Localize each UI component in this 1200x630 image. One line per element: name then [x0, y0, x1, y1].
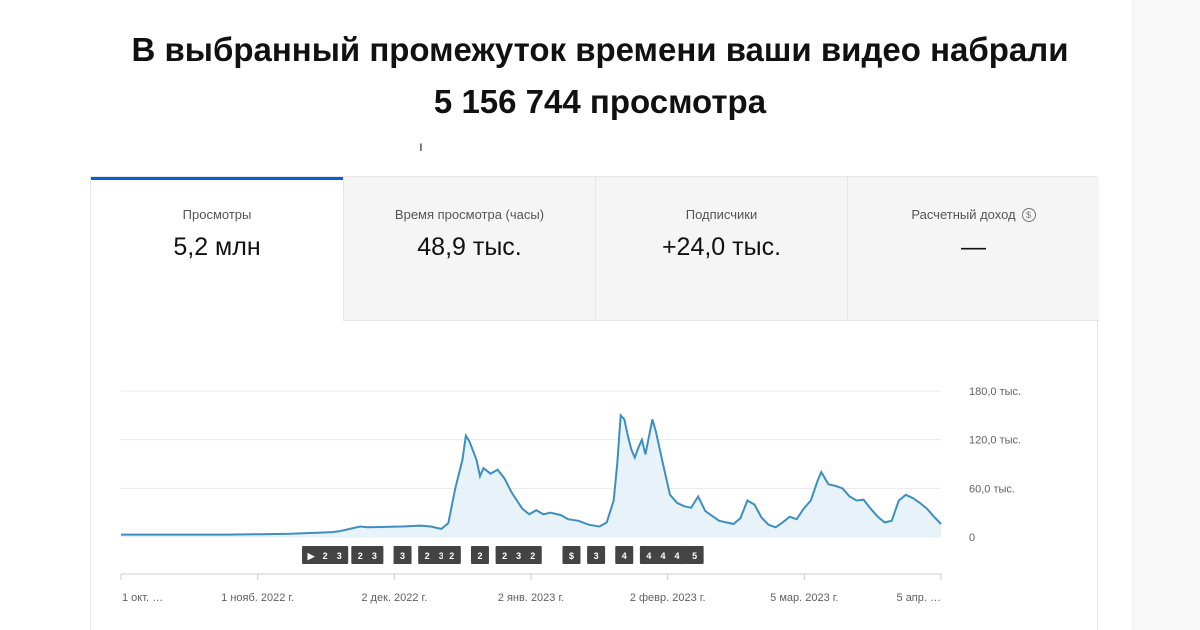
y-tick-label: 120,0 тыс.	[969, 435, 1021, 447]
video-marker[interactable]: 2	[442, 546, 461, 564]
tab-watch-time-value: 48,9 тыс.	[417, 233, 522, 261]
tab-views[interactable]: Просмотры 5,2 млн	[91, 177, 343, 321]
tab-revenue-label-wrap: Расчетный доход $	[848, 207, 1099, 222]
video-marker-box	[685, 546, 704, 564]
video-marker-box	[639, 546, 658, 564]
views-area-fill	[121, 415, 941, 537]
views-chart[interactable]: 180,0 тыс.120,0 тыс.60,0 тыс.0 ▶ 2 3 2 3 3 2 3 2…	[91, 177, 1099, 630]
video-marker[interactable]: 4	[668, 546, 687, 564]
x-tick-label: 1 нояб. 2022 г.	[221, 592, 294, 604]
tab-watch-time[interactable]: Время просмотра (часы) 48,9 тыс.	[343, 177, 595, 321]
video-marker[interactable]: 4	[615, 546, 634, 564]
video-marker-box	[523, 546, 542, 564]
x-tick-label: 2 февр. 2023 г.	[630, 592, 706, 604]
video-marker[interactable]: $	[562, 546, 581, 564]
video-marker-count: 2	[502, 551, 507, 561]
video-marker-count: 2	[530, 551, 535, 561]
video-marker[interactable]: 4	[653, 546, 672, 564]
video-marker-box	[316, 546, 335, 564]
video-marker[interactable]: 3	[365, 546, 384, 564]
video-marker-count: 3	[400, 551, 405, 561]
x-tick-label: 5 мар. 2023 г.	[770, 592, 838, 604]
video-marker-count: 2	[449, 551, 454, 561]
dollar-info-icon[interactable]: $	[1021, 208, 1036, 222]
video-markers: ▶ 2 3 2 3 3 2 3 2 2 2 3 2 $3 4 4 4 4 5	[302, 546, 704, 564]
x-tick-label: 1 окт. …	[122, 592, 163, 604]
video-marker-box	[587, 546, 606, 564]
video-marker-count: $	[569, 551, 574, 561]
video-marker[interactable]: ▶	[302, 546, 321, 564]
video-marker-count: 4	[622, 551, 627, 561]
video-marker-count: 2	[425, 551, 430, 561]
tab-subscribers-label: Подписчики	[685, 207, 758, 222]
analytics-card: Просмотры 5,2 млн Время просмотра (часы)…	[90, 176, 1099, 630]
video-marker[interactable]: 3	[330, 546, 349, 564]
video-marker-box	[351, 546, 370, 564]
video-marker[interactable]: 2	[418, 546, 437, 564]
video-marker[interactable]: 3	[509, 546, 528, 564]
x-axis: 1 окт. … 1 нояб. 2022 г. 2 дек. 2022 г. 2 я…	[120, 573, 942, 604]
video-marker[interactable]: 2	[470, 546, 489, 564]
video-marker[interactable]: 2	[523, 546, 542, 564]
y-tick-label: 0	[969, 532, 975, 544]
video-marker-count: 2	[323, 551, 328, 561]
x-tick-label: 2 дек. 2022 г.	[361, 592, 427, 604]
tab-subscribers[interactable]: Подписчики +24,0 тыс.	[595, 177, 847, 321]
video-marker-box	[562, 546, 581, 564]
video-marker-count: 5	[692, 551, 697, 561]
video-marker-box	[470, 546, 489, 564]
tab-subscribers-value: +24,0 тыс.	[661, 233, 782, 261]
video-marker-count: 4	[675, 551, 680, 561]
video-marker-box	[302, 546, 321, 564]
video-marker-count: 4	[646, 551, 651, 561]
video-marker-box	[668, 546, 687, 564]
video-marker-count: ▶	[307, 551, 316, 561]
video-marker[interactable]: 2	[495, 546, 514, 564]
x-tick-label: 2 янв. 2023 г.	[498, 592, 564, 604]
video-marker-count: 3	[337, 551, 342, 561]
video-marker-box	[615, 546, 634, 564]
y-axis-ticks: 180,0 тыс. 120,0 тыс. 60,0 тыс. 0	[969, 386, 1021, 544]
tab-revenue-label: Расчетный доход	[911, 207, 1016, 222]
video-marker-count: 3	[594, 551, 599, 561]
tab-views-label: Просмотры	[182, 207, 252, 222]
video-marker-box	[365, 546, 384, 564]
video-marker[interactable]: 2	[316, 546, 335, 564]
y-tick-label: 60,0 тыс.	[969, 483, 1015, 495]
video-marker-count: 3	[372, 551, 377, 561]
video-marker-count: 2	[477, 551, 482, 561]
headline-line-1: В выбранный промежуток времени ваши виде…	[131, 31, 1069, 68]
tab-revenue-value: —	[961, 233, 986, 261]
video-marker-box	[442, 546, 461, 564]
headline-total-views: 5 156 744 просмотра	[433, 83, 767, 120]
video-marker[interactable]: 5	[685, 546, 704, 564]
video-marker-box	[653, 546, 672, 564]
video-marker-count: 3	[516, 551, 521, 561]
video-marker-count: 3	[439, 551, 444, 561]
video-marker-box	[418, 546, 437, 564]
x-tick-label: 5 апр. …	[897, 592, 941, 604]
video-marker-box	[393, 546, 412, 564]
scroll-gutter	[1132, 0, 1200, 630]
video-marker-count: 4	[660, 551, 665, 561]
y-tick-label: 180,0 тыс.	[969, 386, 1021, 398]
video-marker-box	[509, 546, 528, 564]
page-headline: В выбранный промежуток времени ваши виде…	[60, 24, 1140, 128]
video-marker[interactable]: 2	[351, 546, 370, 564]
tab-views-value: 5,2 млн	[173, 233, 261, 261]
video-marker-box	[495, 546, 514, 564]
tab-revenue[interactable]: Расчетный доход $ —	[847, 177, 1099, 321]
video-marker[interactable]: 4	[639, 546, 658, 564]
views-series-line	[121, 412, 942, 536]
metric-tabs: Просмотры 5,2 млн Время просмотра (часы)…	[91, 177, 1099, 321]
video-marker[interactable]: 3	[393, 546, 412, 564]
tab-watch-time-label: Время просмотра (часы)	[394, 207, 545, 222]
video-marker-box	[330, 546, 349, 564]
text-cursor-icon: ı	[419, 138, 423, 154]
video-marker[interactable]: 3	[587, 546, 606, 564]
video-marker-count: 2	[358, 551, 363, 561]
